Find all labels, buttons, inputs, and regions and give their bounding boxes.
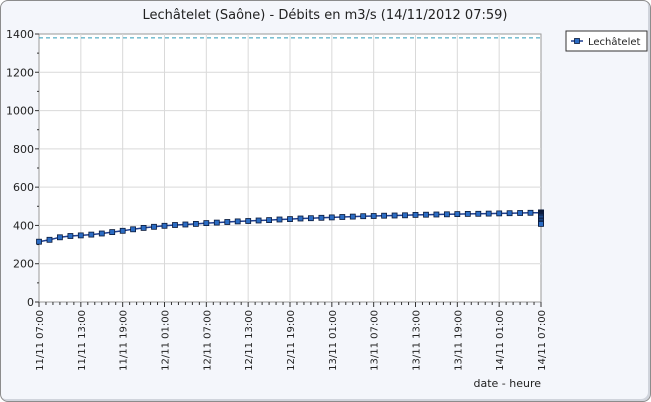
data-point bbox=[276, 216, 283, 223]
data-point bbox=[130, 226, 137, 233]
data-point bbox=[412, 211, 419, 218]
data-point bbox=[57, 234, 63, 241]
data-point bbox=[245, 218, 252, 224]
data-point bbox=[67, 233, 74, 239]
data-point bbox=[224, 219, 231, 225]
data-point bbox=[485, 210, 492, 217]
data-point bbox=[255, 217, 262, 224]
legend: Lechâtelet bbox=[565, 30, 648, 52]
x-tick-label: 11/11 13:00 bbox=[77, 310, 88, 371]
data-point bbox=[88, 231, 95, 238]
x-tick-label: 11/11 19:00 bbox=[119, 310, 130, 371]
x-tick-label: 13/11 01:00 bbox=[328, 310, 339, 371]
data-point bbox=[318, 214, 325, 221]
data-point bbox=[151, 223, 157, 230]
data-point bbox=[506, 210, 513, 217]
data-point bbox=[98, 230, 105, 237]
data-point bbox=[370, 213, 377, 219]
y-tick-label: 600 bbox=[13, 181, 34, 194]
data-point bbox=[297, 215, 304, 222]
x-tick-label: 13/11 07:00 bbox=[370, 310, 381, 371]
data-point bbox=[433, 211, 440, 218]
data-point bbox=[328, 214, 335, 221]
data-point bbox=[391, 212, 398, 219]
data-point bbox=[203, 220, 210, 227]
data-point bbox=[307, 215, 314, 222]
x-axis-label: date - heure bbox=[473, 377, 541, 390]
x-tick-label: 12/11 01:00 bbox=[161, 310, 172, 371]
data-point bbox=[172, 222, 178, 228]
data-point bbox=[527, 209, 534, 216]
data-point bbox=[464, 210, 471, 217]
x-tick-label: 13/11 13:00 bbox=[412, 310, 423, 371]
data-point bbox=[402, 212, 408, 219]
y-tick-label: 800 bbox=[13, 143, 34, 156]
data-point bbox=[192, 220, 199, 227]
y-tick-label: 1400 bbox=[6, 28, 34, 41]
data-point bbox=[234, 218, 241, 225]
legend-label: Lechâtelet bbox=[588, 36, 641, 48]
data-point bbox=[496, 210, 503, 217]
legend-marker bbox=[574, 38, 580, 44]
x-tick-label: 14/11 01:00 bbox=[495, 310, 506, 371]
data-point bbox=[538, 220, 544, 227]
data-point bbox=[119, 227, 126, 234]
chart-title: Lechâtelet (Saône) - Débits en m3/s (14/… bbox=[143, 8, 508, 23]
y-tick-label: 1200 bbox=[6, 66, 34, 79]
data-point bbox=[161, 222, 168, 229]
data-point bbox=[109, 229, 116, 236]
x-tick-label: 13/11 19:00 bbox=[453, 310, 464, 371]
data-point bbox=[213, 219, 220, 226]
y-tick-label: 400 bbox=[13, 219, 34, 232]
data-point bbox=[454, 211, 461, 218]
y-tick-label: 1000 bbox=[6, 105, 34, 118]
data-point bbox=[475, 210, 482, 217]
x-tick-label: 11/11 07:00 bbox=[35, 310, 46, 371]
data-point bbox=[517, 210, 523, 216]
y-tick-label: 0 bbox=[27, 296, 34, 309]
data-point bbox=[77, 232, 84, 239]
data-point bbox=[349, 213, 356, 220]
grid bbox=[39, 34, 541, 302]
x-tick-label: 14/11 07:00 bbox=[537, 310, 548, 371]
data-point bbox=[36, 238, 42, 245]
data-point bbox=[46, 236, 53, 243]
y-tick-label: 200 bbox=[13, 258, 34, 271]
legend-box bbox=[565, 30, 648, 52]
x-tick-label: 12/11 07:00 bbox=[202, 310, 213, 371]
data-point bbox=[339, 214, 346, 220]
x-tick-label: 12/11 13:00 bbox=[244, 310, 255, 371]
x-axis: 11/11 07:00 11/11 13:00 11/11 19:00 12/11 0… bbox=[35, 302, 548, 371]
x-tick-label: 12/11 19:00 bbox=[286, 310, 297, 371]
series-group bbox=[36, 209, 544, 245]
data-point bbox=[140, 224, 147, 231]
data-point bbox=[287, 216, 293, 223]
y-axis: 0 200 400 600 800 1000 1200 1400 bbox=[6, 28, 39, 309]
data-point bbox=[381, 212, 388, 219]
data-point bbox=[423, 211, 429, 218]
data-point bbox=[266, 217, 273, 224]
data-point bbox=[182, 221, 189, 228]
data-point bbox=[360, 213, 367, 220]
data-point bbox=[443, 211, 450, 218]
